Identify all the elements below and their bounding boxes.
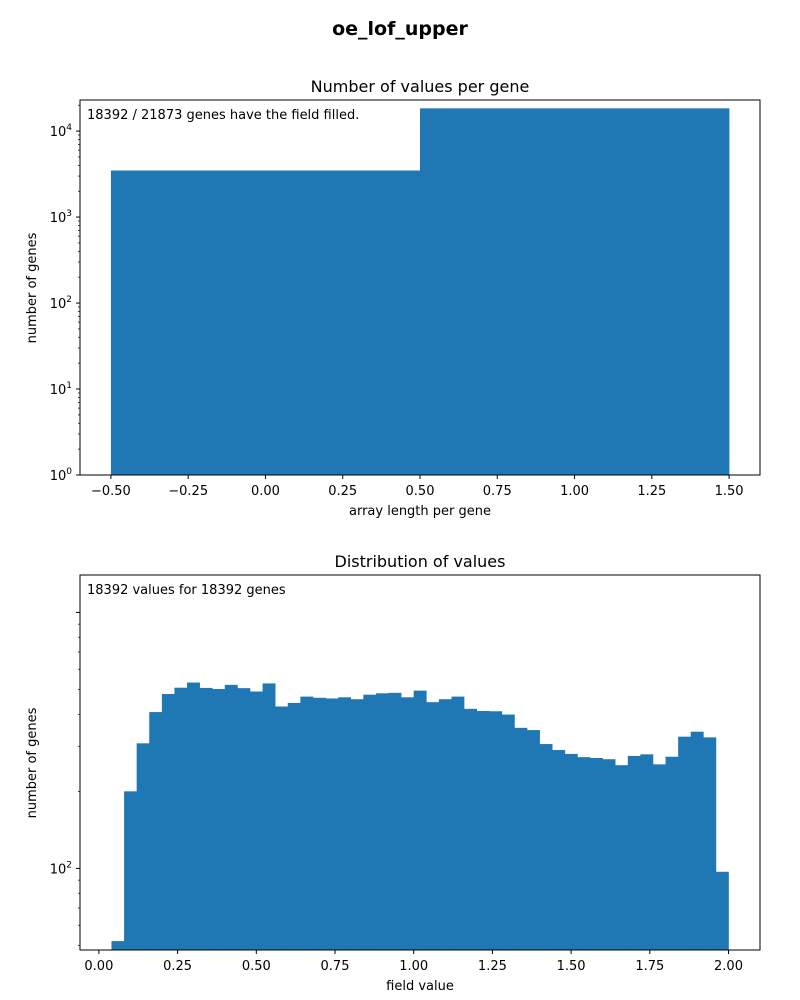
y-tick-label: 100	[50, 467, 73, 484]
x-tick-label: 1.50	[715, 484, 744, 499]
histogram-bar	[420, 108, 730, 475]
x-tick-label: 1.25	[637, 484, 666, 499]
x-tick-label: 0.25	[328, 484, 357, 499]
y-axis-label: number of genes	[25, 707, 40, 818]
histogram-bar	[640, 754, 654, 950]
histogram-bar	[275, 706, 289, 950]
axes-annotation: 18392 values for 18392 genes	[87, 583, 286, 598]
histogram-bar	[514, 727, 528, 950]
x-tick-label: 1.75	[635, 959, 664, 974]
y-ticks: 102	[50, 611, 80, 946]
histogram-bar	[552, 750, 566, 950]
histogram-bar	[224, 684, 238, 950]
histogram-bar	[350, 699, 364, 950]
axes-title: Distribution of values	[335, 552, 506, 571]
histogram-bar	[627, 755, 641, 950]
histogram-bar	[413, 690, 427, 950]
histogram-bar	[136, 743, 150, 950]
histogram-bar	[212, 689, 226, 950]
histogram-bar	[590, 757, 603, 950]
histogram-bar	[287, 702, 301, 950]
histogram-bar	[690, 731, 704, 950]
histogram-bar	[187, 682, 200, 950]
x-tick-label: 1.00	[560, 484, 589, 499]
x-tick-label: 2.00	[714, 959, 743, 974]
histogram-bar	[539, 744, 553, 950]
histogram-bar	[665, 756, 679, 950]
x-tick-label: 0.75	[483, 484, 512, 499]
y-tick-label: 101	[50, 381, 72, 398]
x-tick-label: 0.50	[242, 959, 271, 974]
histogram-bar	[110, 170, 421, 475]
y-ticks: 100 101 102 103 104	[50, 104, 80, 484]
figure-suptitle: oe_lof_upper	[332, 18, 468, 40]
histogram-bar	[564, 753, 578, 950]
y-tick-label: 102	[50, 860, 72, 877]
x-axis-label: field value	[386, 979, 454, 994]
histogram-bar	[237, 688, 251, 950]
x-axis-label: array length per gene	[349, 504, 491, 519]
y-tick-label: 103	[50, 209, 72, 226]
histogram-bar	[388, 692, 402, 950]
y-tick-label: 104	[50, 123, 73, 140]
x-tick-label: 1.25	[478, 959, 507, 974]
histogram-bar	[476, 710, 490, 950]
histogram-bar	[363, 694, 377, 950]
x-tick-label: 0.00	[84, 959, 113, 974]
axes-distribution-of-values: Distribution of values 0.00 0.25 0.50 0.75 1…	[25, 552, 761, 994]
histogram-bar	[149, 712, 163, 950]
histogram-bar	[464, 708, 477, 950]
histogram-bar	[124, 791, 137, 950]
histogram-bar	[426, 702, 440, 950]
x-tick-label: 0.50	[406, 484, 435, 499]
x-tick-label: 0.25	[163, 959, 192, 974]
histogram-bar	[174, 687, 188, 950]
histogram-bar	[451, 696, 465, 950]
x-tick-label: 1.00	[399, 959, 428, 974]
x-tick-label: −0.50	[91, 484, 131, 499]
histogram-bar	[161, 694, 175, 950]
histogram-bar	[703, 737, 717, 950]
histogram-bar	[678, 736, 692, 950]
histogram-bar	[489, 711, 503, 950]
histogram-bar	[602, 759, 616, 950]
histogram-bar	[262, 683, 276, 950]
histogram-bar	[501, 714, 515, 950]
axes-frame	[79, 574, 761, 951]
histogram-bar	[338, 697, 352, 950]
histogram-bar	[577, 757, 591, 950]
histogram-bar	[615, 765, 629, 950]
axes-annotation: 18392 / 21873 genes have the field fille…	[87, 108, 359, 123]
histogram-bar	[325, 698, 339, 950]
histogram-bar	[375, 693, 389, 950]
y-axis-label: number of genes	[25, 232, 40, 343]
x-tick-label: −0.25	[168, 484, 208, 499]
histogram-bar	[438, 699, 452, 950]
x-tick-label: 0.00	[251, 484, 280, 499]
histogram-bar	[199, 687, 213, 950]
axes-values-per-gene: Number of values per gene −0.50 −0.25 0.00…	[25, 77, 761, 519]
x-ticks: −0.50 −0.25 0.00 0.25 0.50 0.75 1.00 1.25 1.50	[91, 475, 744, 499]
y-tick-label: 102	[50, 295, 72, 312]
histogram-bar	[527, 730, 540, 950]
histogram-bar	[300, 696, 314, 950]
histogram-bars	[110, 108, 730, 475]
histogram-bar	[652, 764, 666, 950]
histogram-bar	[111, 941, 125, 950]
histogram-bars	[111, 682, 729, 950]
histogram-bar	[250, 691, 263, 950]
x-tick-label: 0.75	[321, 959, 350, 974]
histogram-bar	[715, 871, 729, 950]
axes-title: Number of values per gene	[311, 77, 530, 96]
x-ticks: 0.00 0.25 0.50 0.75 1.00 1.25 1.50 1.75 2.00	[84, 950, 743, 974]
histogram-bar	[401, 697, 415, 950]
x-tick-label: 1.50	[557, 959, 586, 974]
histogram-bar	[312, 697, 326, 950]
